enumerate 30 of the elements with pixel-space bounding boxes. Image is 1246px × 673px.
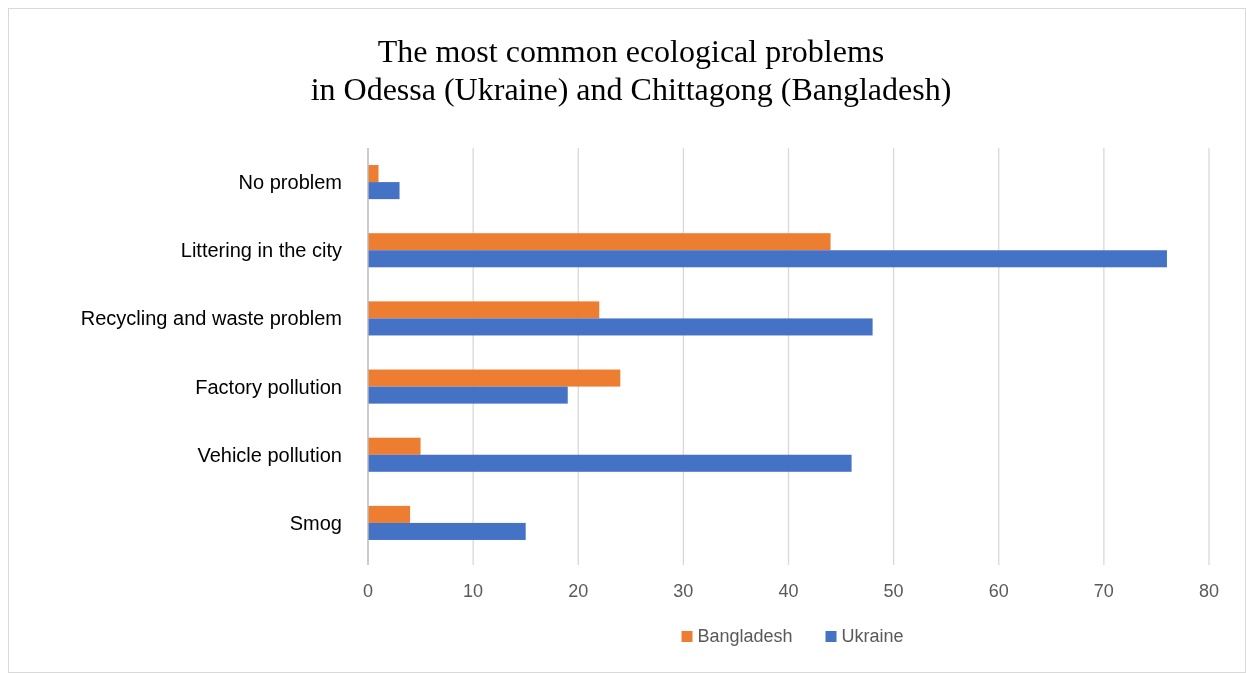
y-tick-label: Factory pollution (195, 375, 342, 398)
bar (368, 454, 852, 472)
x-tick-label: 70 (1093, 581, 1114, 601)
bar (368, 522, 526, 540)
bar (368, 301, 600, 319)
x-tick-label: 80 (1198, 581, 1220, 601)
bar (368, 233, 831, 251)
bar (368, 369, 621, 387)
bar (368, 318, 873, 336)
x-tick-label: 20 (568, 581, 589, 601)
legend-label: Bangladesh (697, 626, 793, 646)
y-tick-label: No problem (238, 171, 342, 194)
x-tick-label: 30 (673, 581, 694, 601)
x-tick-label: 60 (988, 581, 1009, 601)
bar (368, 505, 411, 523)
bar (368, 182, 400, 200)
legend-label: Ukraine (841, 626, 904, 646)
bar (368, 165, 379, 183)
y-tick-label: Recycling and waste problem (80, 307, 342, 330)
y-tick-label: Vehicle pollution (197, 443, 342, 466)
bar (368, 250, 1167, 268)
x-tick-label: 50 (883, 581, 904, 601)
x-tick-label: 40 (778, 581, 799, 601)
x-tick-label: 10 (463, 581, 484, 601)
bar (368, 437, 421, 455)
chart-title: The most common ecological problems in Odessa (Ukraine) and Chittagong (Bangladesh) (310, 33, 952, 107)
y-tick-label: Littering in the city (180, 239, 342, 262)
x-tick-label: 0 (362, 581, 374, 601)
bar (368, 386, 568, 404)
y-tick-label: Smog (289, 511, 342, 534)
